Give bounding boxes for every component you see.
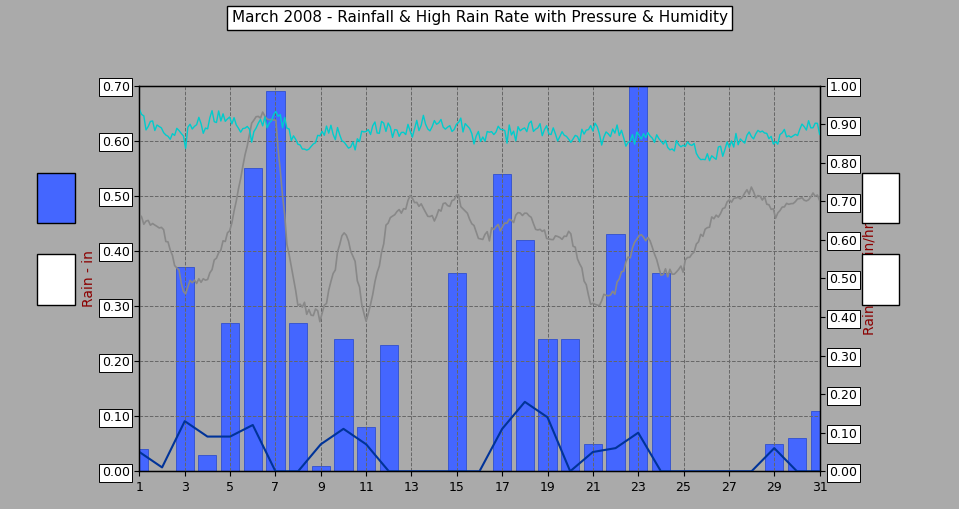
Bar <box>810 411 829 471</box>
Text: March 2008 - Rainfall & High Rain Rate with Pressure & Humidity: March 2008 - Rainfall & High Rain Rate w… <box>231 10 728 25</box>
Y-axis label: Rain - in: Rain - in <box>82 250 96 307</box>
Bar <box>765 444 784 471</box>
Bar <box>788 438 806 471</box>
Bar <box>493 174 511 471</box>
Bar <box>175 267 194 471</box>
Y-axis label: Rain Rate - in/hr: Rain Rate - in/hr <box>863 222 877 334</box>
Bar <box>244 168 262 471</box>
Bar <box>584 444 602 471</box>
Bar <box>629 86 647 471</box>
Bar <box>267 91 285 471</box>
Bar <box>335 339 353 471</box>
Bar <box>312 466 330 471</box>
Bar <box>516 240 534 471</box>
Bar <box>561 339 579 471</box>
Bar <box>606 234 624 471</box>
Bar <box>199 455 217 471</box>
Bar <box>221 323 239 471</box>
Bar <box>357 427 375 471</box>
Bar <box>538 339 556 471</box>
Bar <box>289 323 307 471</box>
Bar <box>130 449 149 471</box>
Bar <box>448 273 466 471</box>
Bar <box>652 273 670 471</box>
Bar <box>380 345 398 471</box>
